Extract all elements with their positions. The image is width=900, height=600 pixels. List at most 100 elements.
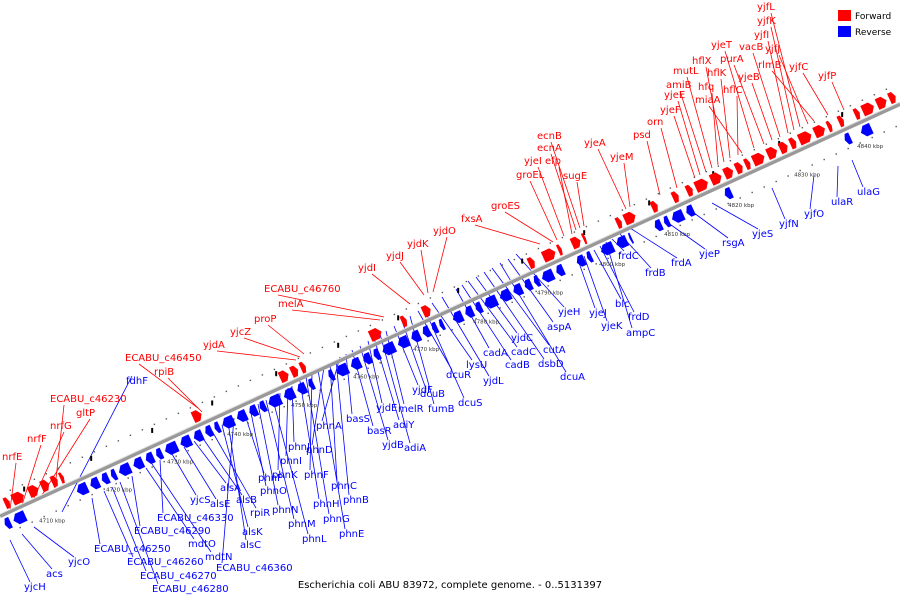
reverse-gene-label[interactable]: phnH — [313, 499, 340, 510]
reverse-gene[interactable] — [100, 472, 111, 485]
reverse-gene-label[interactable]: phnO — [260, 486, 287, 497]
reverse-gene[interactable] — [430, 321, 440, 334]
reverse-gene[interactable] — [684, 204, 696, 218]
reverse-gene-label[interactable]: phnG — [323, 514, 350, 525]
forward-gene-label[interactable]: yjdK — [407, 239, 429, 250]
reverse-gene[interactable] — [859, 122, 874, 137]
forward-gene-label[interactable]: ECABU_c46760 — [264, 284, 341, 295]
reverse-gene-label[interactable]: yjeH — [558, 307, 580, 318]
forward-gene[interactable] — [874, 95, 888, 110]
forward-gene-label[interactable]: yjeI — [524, 156, 542, 167]
reverse-gene-label[interactable]: melR — [398, 404, 424, 415]
reverse-gene[interactable] — [131, 456, 146, 471]
forward-gene-label[interactable]: vacB — [739, 42, 764, 53]
forward-gene-label[interactable]: yjeE — [664, 90, 685, 101]
forward-gene-label[interactable]: ecnA — [537, 143, 562, 154]
reverse-gene[interactable] — [483, 294, 500, 310]
forward-gene[interactable] — [399, 315, 409, 328]
reverse-gene[interactable] — [438, 318, 447, 331]
forward-gene[interactable] — [555, 244, 564, 256]
forward-gene-label[interactable]: mutL — [673, 66, 699, 77]
forward-gene-label[interactable]: yjeB — [738, 72, 760, 83]
forward-gene-label[interactable]: fxsA — [461, 214, 483, 225]
forward-gene[interactable] — [860, 101, 876, 117]
reverse-gene[interactable] — [267, 393, 284, 409]
reverse-gene-label[interactable]: frdC — [618, 251, 639, 262]
reverse-gene-label[interactable]: frdD — [628, 312, 650, 323]
forward-gene[interactable] — [750, 151, 766, 167]
reverse-gene-label[interactable]: adiY — [393, 420, 415, 431]
reverse-gene-label[interactable]: yjfO — [804, 209, 824, 220]
reverse-gene[interactable] — [282, 387, 297, 401]
forward-gene[interactable] — [693, 177, 710, 193]
reverse-gene-label[interactable]: ECABU_c46360 — [216, 563, 293, 574]
reverse-gene-label[interactable]: rpiR — [250, 508, 270, 519]
reverse-gene-label[interactable]: cadC — [511, 347, 536, 358]
reverse-gene[interactable] — [653, 218, 664, 232]
reverse-gene[interactable] — [361, 351, 374, 365]
reverse-gene-label[interactable]: mdtO — [188, 539, 216, 550]
reverse-gene[interactable] — [381, 341, 398, 356]
forward-gene[interactable] — [649, 200, 660, 213]
reverse-gene-label[interactable]: alsK — [242, 527, 263, 538]
forward-gene[interactable] — [796, 130, 813, 146]
reverse-gene-label[interactable]: ECABU_c46250 — [94, 544, 171, 555]
reverse-gene[interactable] — [723, 186, 734, 200]
forward-gene-label[interactable]: yjdJ — [386, 251, 404, 262]
forward-gene[interactable] — [367, 327, 383, 342]
forward-gene[interactable] — [569, 235, 583, 250]
forward-gene-label[interactable]: yjfP — [818, 71, 836, 82]
reverse-gene-label[interactable]: dcuS — [458, 398, 483, 409]
forward-gene-label[interactable]: ECABU_c46450 — [125, 353, 202, 364]
reverse-gene-label[interactable]: aspA — [547, 322, 572, 333]
reverse-gene-label[interactable]: ampC — [626, 328, 655, 339]
forward-gene-label[interactable]: hflC — [723, 85, 743, 96]
reverse-gene-label[interactable]: lysU — [466, 360, 487, 371]
forward-gene-label[interactable]: yjdO — [433, 226, 456, 237]
forward-gene-label[interactable]: psd — [633, 130, 651, 141]
reverse-gene[interactable] — [372, 348, 382, 361]
forward-gene-label[interactable]: melA — [278, 299, 304, 310]
reverse-gene[interactable] — [178, 434, 194, 449]
forward-gene[interactable] — [825, 120, 834, 133]
reverse-gene[interactable] — [117, 462, 133, 477]
reverse-gene[interactable] — [213, 421, 222, 434]
forward-gene[interactable] — [190, 409, 204, 423]
forward-gene[interactable] — [277, 369, 291, 384]
reverse-gene-label[interactable]: yjeP — [699, 249, 720, 260]
forward-gene-label[interactable]: yjfK — [757, 16, 776, 27]
forward-gene-label[interactable]: amiB — [666, 80, 692, 91]
forward-gene-label[interactable]: yjeA — [584, 138, 606, 149]
forward-gene-label[interactable]: yjdI — [358, 263, 376, 274]
reverse-gene[interactable] — [12, 510, 28, 526]
reverse-gene-label[interactable]: blc — [615, 299, 630, 310]
reverse-gene-label[interactable]: phnB — [343, 495, 369, 506]
reverse-gene[interactable] — [88, 476, 102, 491]
forward-gene-label[interactable]: yjeF — [660, 105, 681, 116]
forward-gene-label[interactable]: yjfC — [789, 62, 808, 73]
forward-gene[interactable] — [722, 166, 735, 180]
reverse-gene[interactable] — [144, 451, 156, 465]
reverse-gene-label[interactable]: mdtN — [205, 552, 233, 563]
reverse-gene[interactable] — [498, 288, 513, 302]
forward-gene[interactable] — [2, 497, 12, 510]
forward-gene-label[interactable]: yjeM — [610, 152, 633, 163]
reverse-gene-label[interactable]: fdhF — [126, 376, 148, 387]
reverse-gene-label[interactable]: phnD — [306, 445, 333, 456]
forward-gene-label[interactable]: hflX — [692, 56, 712, 67]
reverse-gene[interactable] — [662, 215, 672, 228]
reverse-gene[interactable] — [421, 325, 432, 338]
reverse-gene-label[interactable]: dsbD — [538, 359, 564, 370]
forward-gene[interactable] — [39, 479, 51, 493]
forward-gene[interactable] — [777, 141, 790, 155]
reverse-gene-label[interactable]: yjcS — [190, 495, 211, 506]
forward-gene-label[interactable]: nrfG — [50, 421, 72, 432]
forward-gene[interactable] — [887, 91, 897, 105]
reverse-gene-label[interactable]: alsB — [236, 495, 257, 506]
reverse-gene-label[interactable]: dcuB — [420, 389, 445, 400]
forward-gene-label[interactable]: hfq — [698, 82, 714, 93]
reverse-gene-label[interactable]: yjeJ — [589, 308, 607, 319]
reverse-gene[interactable] — [3, 516, 13, 530]
reverse-gene[interactable] — [396, 334, 411, 349]
reverse-gene-label[interactable]: yjdF — [412, 385, 433, 396]
